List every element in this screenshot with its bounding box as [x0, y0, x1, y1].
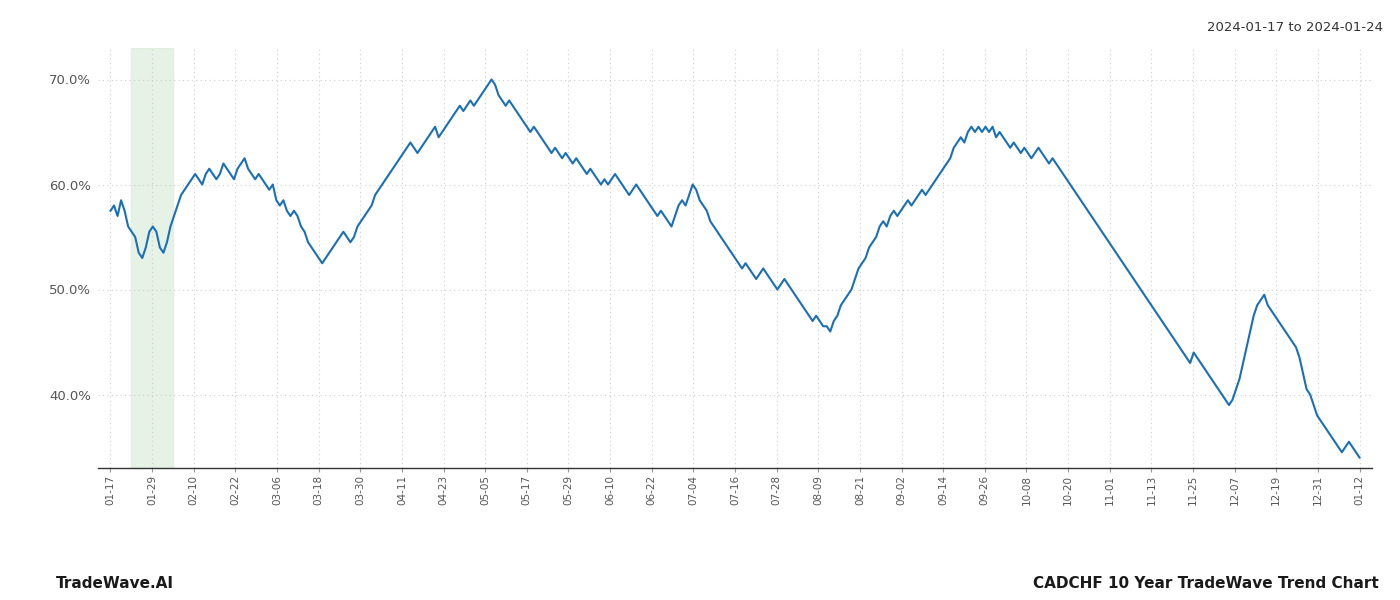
Text: 2024-01-17 to 2024-01-24: 2024-01-17 to 2024-01-24	[1207, 21, 1383, 34]
Bar	[132, 48, 174, 468]
Text: CADCHF 10 Year TradeWave Trend Chart: CADCHF 10 Year TradeWave Trend Chart	[1033, 576, 1379, 591]
Text: TradeWave.AI: TradeWave.AI	[56, 576, 174, 591]
